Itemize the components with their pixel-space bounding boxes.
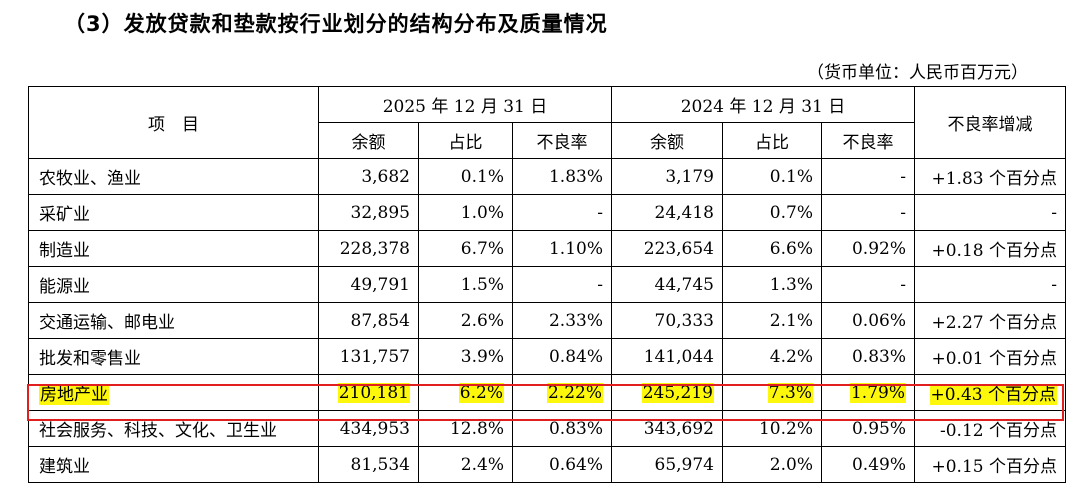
cell-share-2025: 2.6% — [418, 302, 513, 339]
cell-share-2024: 2.1% — [722, 302, 822, 339]
cell-balance-2024: 223,654 — [611, 230, 723, 267]
cell-share-2024: 6.6% — [722, 230, 822, 267]
cell-share-2024: 0.7% — [722, 194, 822, 231]
header-share-2024: 占比 — [722, 122, 822, 159]
cell-industry: 采矿业 — [28, 194, 319, 231]
table-row: 房地产业 210,181 6.2% 2.22% 245,219 7.3% 1.79% +0.4… — [28, 374, 1066, 411]
cell-balance-2024: 3,179 — [611, 158, 723, 195]
cell-balance-2024: 24,418 — [611, 194, 723, 231]
cell-npl-2025: - — [512, 194, 612, 231]
header-item: 项 目 — [28, 86, 319, 159]
cell-share-2024: 4.2% — [722, 338, 822, 375]
cell-share-2025: 1.0% — [418, 194, 513, 231]
cell-balance-2025: 3,682 — [318, 158, 419, 195]
header-balance-2025: 余额 — [318, 122, 419, 159]
header-period-2025: 2025 年 12 月 31 日 — [318, 86, 612, 123]
cell-balance-2025: 131,757 — [318, 338, 419, 375]
cell-npl-2025: 2.22% — [512, 374, 612, 411]
cell-npl-2024: 0.06% — [821, 302, 915, 339]
header-npl-2024: 不良率 — [821, 122, 915, 159]
cell-npl-2025: 0.64% — [512, 446, 612, 483]
table-row: 农牧业、渔业 3,682 0.1% 1.83% 3,179 0.1% - +1.83 个百分点 — [28, 158, 1066, 195]
header-share-2025: 占比 — [418, 122, 513, 159]
cell-npl-change: +0.43 个百分点 — [914, 374, 1066, 411]
cell-share-2025: 6.7% — [418, 230, 513, 267]
cell-npl-change: +1.83 个百分点 — [914, 158, 1066, 195]
cell-npl-2024: - — [821, 158, 915, 195]
cell-balance-2025: 32,895 — [318, 194, 419, 231]
table-row: 交通运输、邮电业 87,854 2.6% 2.33% 70,333 2.1% 0.06% +2… — [28, 302, 1066, 339]
table-row: 能源业 49,791 1.5% -44,745 1.3% - - — [28, 266, 1066, 303]
cell-npl-2025: 1.10% — [512, 230, 612, 267]
cell-npl-2024: - — [821, 194, 915, 231]
cell-industry: 交通运输、邮电业 — [28, 302, 319, 339]
cell-npl-2025: 0.83% — [512, 410, 612, 447]
cell-npl-2024: 0.95% — [821, 410, 915, 447]
cell-npl-change: - — [914, 194, 1066, 231]
table-row: 制造业 228,378 6.7% 1.10% 223,654 6.6% 0.92% +0.18… — [28, 230, 1066, 267]
cell-industry: 农牧业、渔业 — [28, 158, 319, 195]
cell-share-2024: 2.0% — [722, 446, 822, 483]
cell-npl-2024: 0.83% — [821, 338, 915, 375]
cell-npl-change: +0.15 个百分点 — [914, 446, 1066, 483]
cell-industry: 制造业 — [28, 230, 319, 267]
cell-balance-2025: 87,854 — [318, 302, 419, 339]
cell-industry: 批发和零售业 — [28, 338, 319, 375]
cell-balance-2024: 44,745 — [611, 266, 723, 303]
cell-npl-change: - — [914, 266, 1066, 303]
table-row: 采矿业 32,895 1.0% -24,418 0.7% - - — [28, 194, 1066, 231]
cell-npl-2025: 1.83% — [512, 158, 612, 195]
header-npl-change: 不良率增减 — [914, 86, 1066, 159]
cell-npl-change: +0.01 个百分点 — [914, 338, 1066, 375]
cell-share-2024: 7.3% — [722, 374, 822, 411]
cell-share-2025: 3.9% — [418, 338, 513, 375]
cell-share-2024: 0.1% — [722, 158, 822, 195]
cell-industry: 建筑业 — [28, 446, 319, 483]
loan-industry-table: 项 目 2025 年 12 月 31 日 2024 年 12 月 31 日 不良… — [28, 86, 1066, 483]
cell-balance-2024: 141,044 — [611, 338, 723, 375]
header-period-2024: 2024 年 12 月 31 日 — [611, 86, 915, 123]
cell-share-2025: 6.2% — [418, 374, 513, 411]
cell-share-2025: 12.8% — [418, 410, 513, 447]
cell-share-2025: 2.4% — [418, 446, 513, 483]
cell-share-2025: 1.5% — [418, 266, 513, 303]
cell-balance-2025: 434,953 — [318, 410, 419, 447]
cell-balance-2024: 343,692 — [611, 410, 723, 447]
cell-npl-2025: 2.33% — [512, 302, 612, 339]
cell-balance-2025: 210,181 — [318, 374, 419, 411]
cell-share-2024: 1.3% — [722, 266, 822, 303]
cell-npl-change: +2.27 个百分点 — [914, 302, 1066, 339]
cell-balance-2024: 245,219 — [611, 374, 723, 411]
cell-npl-change: +0.18 个百分点 — [914, 230, 1066, 267]
cell-npl-2024: 0.49% — [821, 446, 915, 483]
currency-unit-note: （货币单位：人民币百万元） — [807, 63, 1028, 83]
section-heading: （3）发放贷款和垫款按行业划分的结构分布及质量情况 — [64, 12, 608, 36]
cell-npl-2024: - — [821, 266, 915, 303]
header-balance-2024: 余额 — [611, 122, 723, 159]
cell-npl-2025: 0.84% — [512, 338, 612, 375]
cell-balance-2024: 70,333 — [611, 302, 723, 339]
table-row: 批发和零售业 131,757 3.9% 0.84% 141,044 4.2% 0.83% +0… — [28, 338, 1066, 375]
cell-npl-2025: - — [512, 266, 612, 303]
cell-industry: 社会服务、科技、文化、卫生业 — [28, 410, 319, 447]
cell-balance-2024: 65,974 — [611, 446, 723, 483]
header-npl-2025: 不良率 — [512, 122, 612, 159]
table-row: 社会服务、科技、文化、卫生业 434,953 12.8% 0.83% 343,692 10… — [28, 410, 1066, 447]
cell-balance-2025: 228,378 — [318, 230, 419, 267]
cell-industry: 房地产业 — [28, 374, 319, 411]
cell-npl-2024: 1.79% — [821, 374, 915, 411]
cell-share-2024: 10.2% — [722, 410, 822, 447]
cell-npl-change: -0.12 个百分点 — [914, 410, 1066, 447]
cell-share-2025: 0.1% — [418, 158, 513, 195]
cell-industry: 能源业 — [28, 266, 319, 303]
table-row: 建筑业 81,534 2.4% 0.64% 65,974 2.0% 0.49% +0.15 个… — [28, 446, 1066, 483]
cell-npl-2024: 0.92% — [821, 230, 915, 267]
cell-balance-2025: 49,791 — [318, 266, 419, 303]
cell-balance-2025: 81,534 — [318, 446, 419, 483]
